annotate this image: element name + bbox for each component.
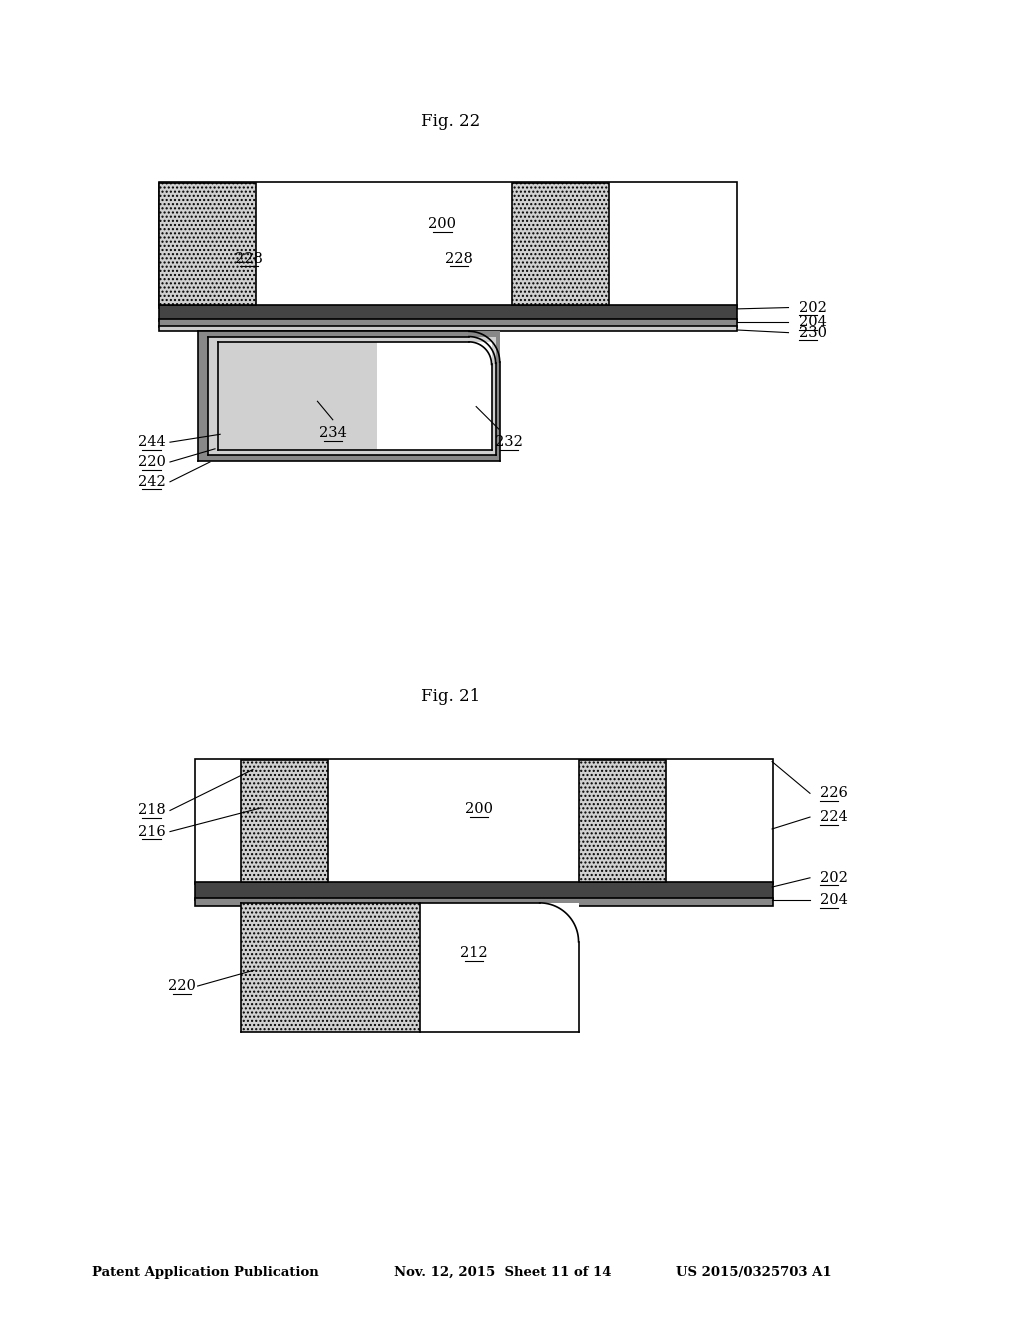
Text: 212: 212 xyxy=(461,946,487,960)
Text: 224: 224 xyxy=(820,810,848,824)
Bar xyxy=(195,759,773,884)
Bar xyxy=(159,319,737,327)
Bar xyxy=(512,183,609,305)
Bar xyxy=(579,760,666,882)
Text: 220: 220 xyxy=(137,455,166,469)
Text: 204: 204 xyxy=(799,315,826,329)
Bar xyxy=(159,183,256,305)
Bar xyxy=(241,903,420,1032)
Text: 220: 220 xyxy=(168,979,197,993)
Bar xyxy=(241,760,328,882)
Bar xyxy=(420,903,579,1032)
Bar xyxy=(377,342,492,450)
Bar xyxy=(218,342,377,450)
Text: 216: 216 xyxy=(137,825,166,838)
Text: 228: 228 xyxy=(234,252,263,265)
Bar xyxy=(218,342,492,450)
Bar xyxy=(195,898,773,906)
Bar xyxy=(195,882,773,900)
Text: 230: 230 xyxy=(799,326,826,339)
Bar xyxy=(159,305,737,321)
Bar xyxy=(208,337,496,455)
Text: Patent Application Publication: Patent Application Publication xyxy=(92,1266,318,1279)
Text: Nov. 12, 2015  Sheet 11 of 14: Nov. 12, 2015 Sheet 11 of 14 xyxy=(394,1266,611,1279)
Bar xyxy=(159,182,737,308)
Bar xyxy=(198,331,500,461)
Bar xyxy=(159,326,737,331)
Text: 226: 226 xyxy=(820,787,848,800)
Text: Fig. 21: Fig. 21 xyxy=(421,689,480,705)
Text: 234: 234 xyxy=(318,426,347,440)
Text: 200: 200 xyxy=(465,803,494,816)
Text: 228: 228 xyxy=(444,252,473,265)
Text: 202: 202 xyxy=(799,301,826,314)
Text: 200: 200 xyxy=(428,218,457,231)
Text: 218: 218 xyxy=(137,804,166,817)
Text: 202: 202 xyxy=(820,871,848,884)
Text: 244: 244 xyxy=(137,436,166,449)
Text: Fig. 22: Fig. 22 xyxy=(421,114,480,129)
Text: 242: 242 xyxy=(137,475,166,488)
Text: 232: 232 xyxy=(495,436,523,449)
Text: 204: 204 xyxy=(820,894,848,907)
Text: US 2015/0325703 A1: US 2015/0325703 A1 xyxy=(676,1266,831,1279)
